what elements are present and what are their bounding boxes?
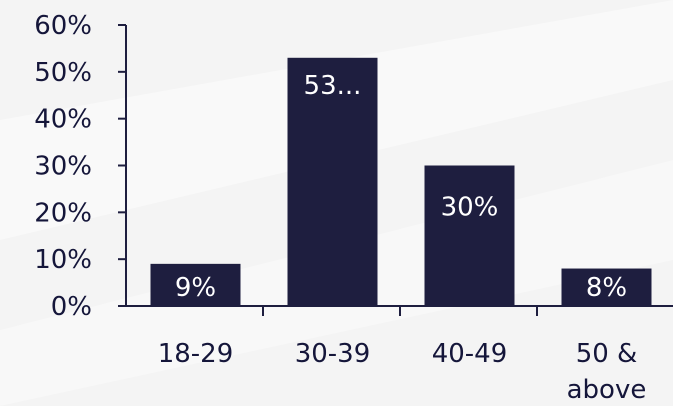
category-label: 18-29 xyxy=(158,339,234,369)
data-label: 53... xyxy=(304,71,362,101)
y-tick-label: 20% xyxy=(34,198,92,228)
data-label: 30% xyxy=(441,193,499,223)
category-label: above xyxy=(567,375,647,405)
y-tick-label: 30% xyxy=(34,152,92,182)
y-tick-label: 0% xyxy=(51,292,92,322)
y-tick-label: 40% xyxy=(34,105,92,135)
y-tick-label: 10% xyxy=(34,245,92,275)
labels: 0% 10% 20% 30% 40% 50% 60% 9% 18-29 53... 30-39 30%… xyxy=(34,11,646,405)
data-label: 8% xyxy=(586,273,627,303)
bar-30-39 xyxy=(287,57,378,307)
category-label: 50 & xyxy=(576,339,638,369)
category-label: 30-39 xyxy=(295,339,371,369)
data-label: 9% xyxy=(175,273,216,303)
y-tick-label: 60% xyxy=(34,11,92,41)
bar-50-above xyxy=(561,268,652,306)
y-tick-label: 50% xyxy=(34,58,92,88)
bars xyxy=(150,57,652,307)
bar-40-49 xyxy=(424,165,515,306)
bar-18-29 xyxy=(150,263,241,306)
category-label: 40-49 xyxy=(432,339,508,369)
